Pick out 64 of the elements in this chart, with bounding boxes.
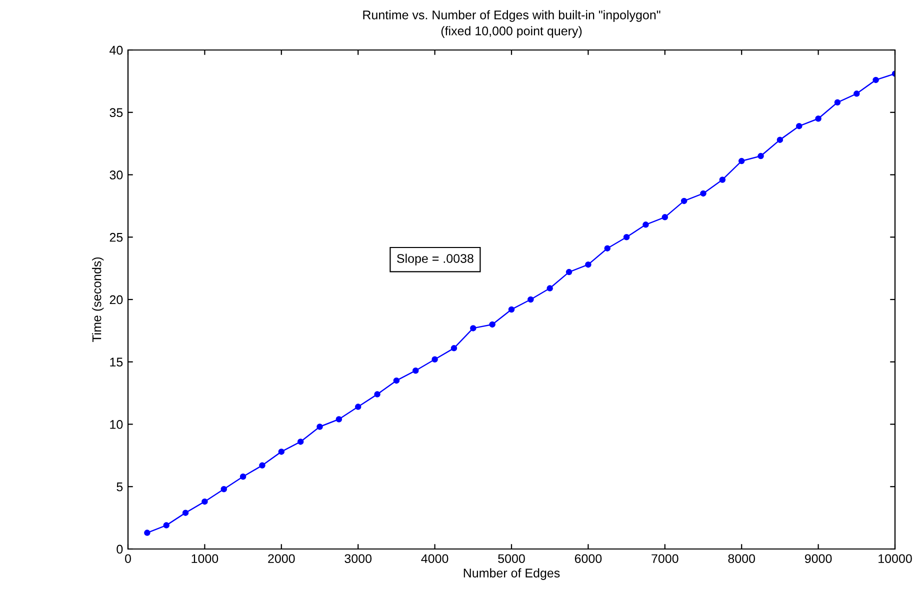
point — [163, 522, 170, 528]
point — [354, 404, 362, 410]
point — [220, 486, 227, 492]
point — [854, 90, 860, 97]
point — [489, 321, 496, 328]
point — [662, 214, 668, 220]
x-tick-label: 0 — [125, 554, 131, 564]
y-tick-label: 25 — [110, 232, 123, 242]
point — [604, 245, 610, 252]
point — [278, 448, 285, 455]
point — [623, 234, 630, 240]
point — [546, 285, 553, 292]
point — [528, 296, 534, 303]
point — [144, 530, 150, 536]
point — [796, 122, 802, 130]
point — [585, 261, 592, 268]
point — [240, 474, 246, 480]
y-tick-label: 20 — [110, 295, 123, 304]
point — [680, 198, 688, 204]
point — [872, 76, 879, 84]
point — [450, 345, 458, 352]
point — [815, 115, 822, 122]
point — [412, 367, 419, 374]
point — [776, 136, 784, 143]
x-tick-label: 5000 — [498, 554, 525, 564]
y-tick-label: 0 — [116, 544, 123, 554]
point — [834, 99, 841, 106]
x-tick-label: 9000 — [804, 554, 832, 564]
point — [758, 152, 764, 160]
y-tick-label: 30 — [110, 170, 123, 180]
point — [336, 416, 342, 422]
point — [182, 510, 189, 516]
annotation: Slope = .0038 — [397, 254, 474, 266]
point — [470, 325, 476, 332]
x-axis-title: Number of Edges — [464, 568, 560, 580]
point — [432, 356, 438, 363]
x-tick-label: 8000 — [728, 554, 756, 564]
x-tick-label: 3000 — [344, 554, 372, 564]
x-tick-label: 10000 — [878, 554, 912, 564]
y-tick-label: 10 — [110, 420, 123, 429]
chart-subtitle: (fixed 10,000 point query) — [441, 26, 582, 38]
point — [738, 158, 745, 164]
point — [719, 176, 726, 183]
point — [297, 438, 304, 445]
point — [316, 424, 323, 430]
y-axis-title: Time (seconds) — [92, 257, 104, 342]
point — [700, 190, 706, 197]
x-tick-label: 2000 — [268, 554, 295, 564]
y-tick-label: 15 — [110, 358, 123, 367]
x-tick-label: 1000 — [192, 554, 218, 564]
y-tick-label: 35 — [110, 108, 123, 118]
point — [202, 498, 208, 505]
chart-title: Runtime vs. Number of Edges with built-in "inpolygon" — [363, 10, 660, 22]
y-tick-label: 5 — [116, 482, 123, 492]
point — [259, 462, 266, 469]
x-tick-label: 4000 — [421, 554, 448, 564]
point — [374, 391, 380, 398]
point — [566, 268, 572, 276]
x-tick-label: 6000 — [574, 554, 602, 564]
point — [642, 222, 649, 228]
point — [393, 377, 400, 384]
y-tick-label: 40 — [110, 46, 123, 55]
x-tick-label: 7000 — [652, 554, 678, 564]
point — [508, 306, 515, 313]
